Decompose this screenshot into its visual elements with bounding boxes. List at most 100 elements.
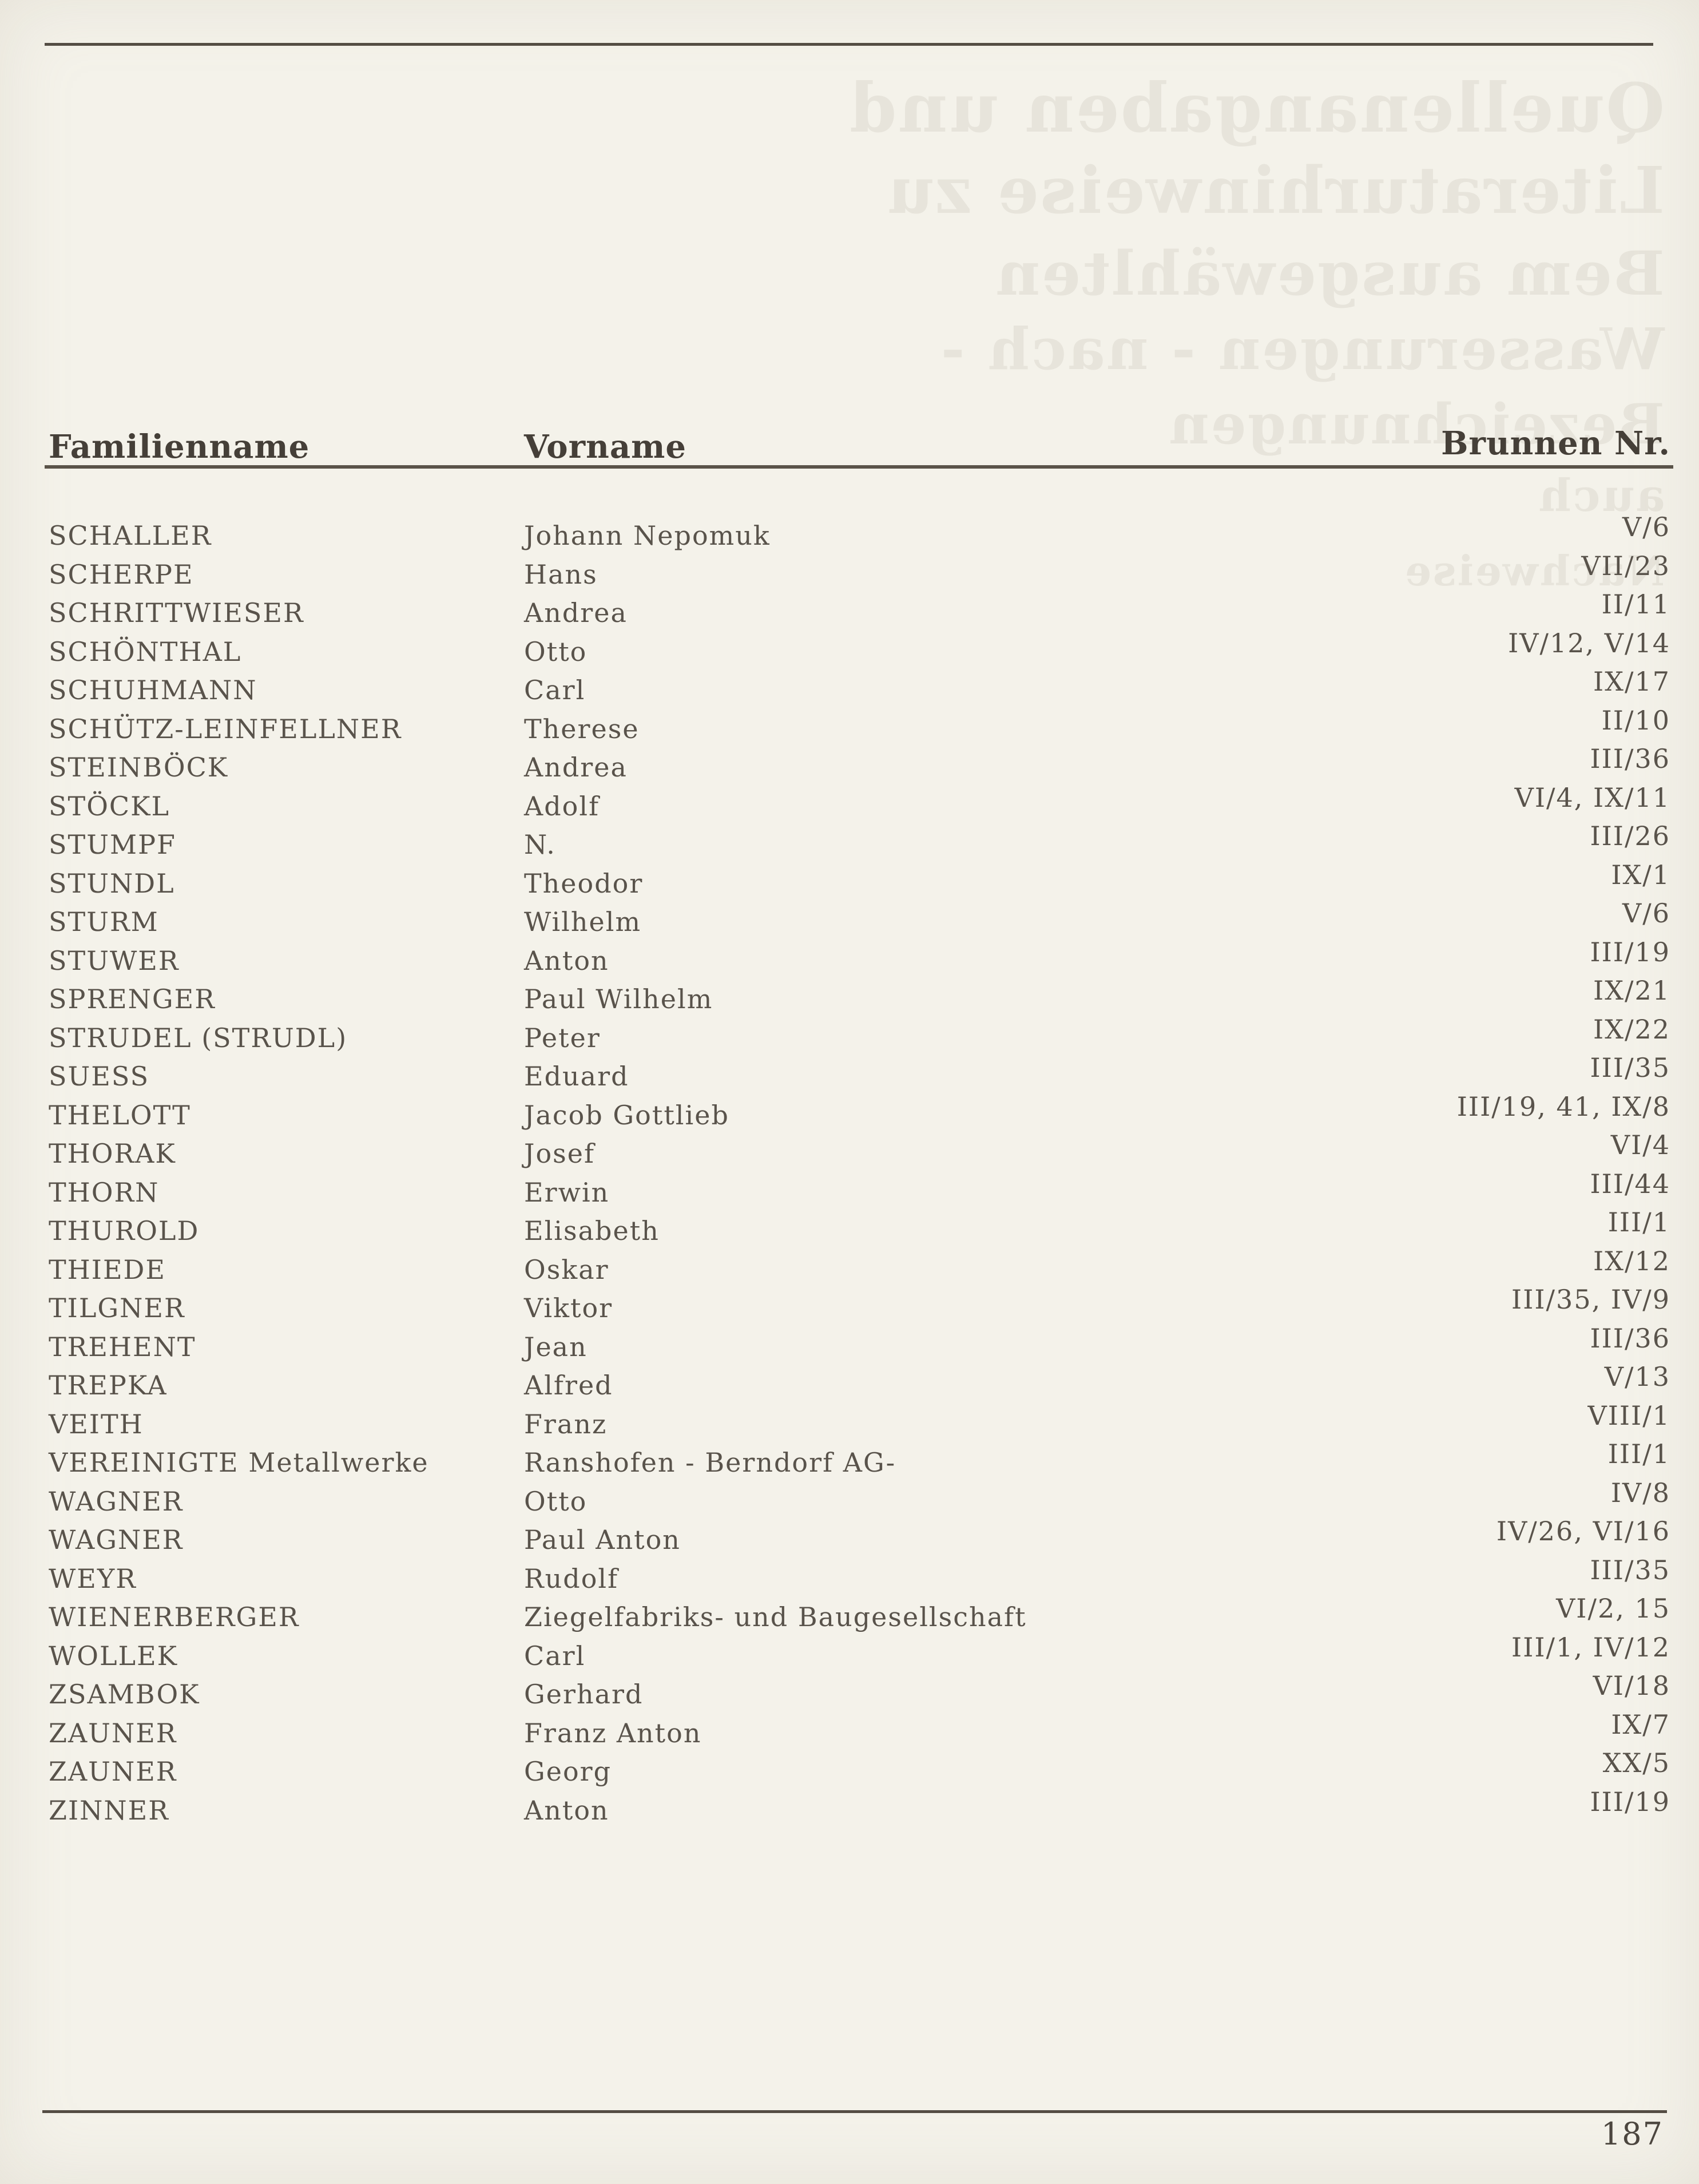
cell-vorname: Carl [524,675,586,705]
cell-vorname: Viktor [524,1293,613,1323]
cell-brunnen-nr: VI/4, IX/11 [1514,782,1670,813]
table-row: STUNDL Theodor IX/1 [49,859,1670,903]
header-rule [45,465,1673,469]
table-row: SCHÜTZ-LEINFELLNER Therese II/10 [49,704,1670,749]
table-row: STURM Wilhelm V/6 [49,898,1670,942]
cell-familienname: SCHRITTWIESER [49,597,304,628]
table-row: THELOTT Jacob Gottlieb III/19, 41, IX/8 [49,1091,1670,1135]
cell-vorname: Otto [524,1485,587,1517]
cell-familienname: VEREINIGTE Metallwerke [49,1447,429,1478]
cell-vorname: Ranshofen - Berndorf AG- [524,1447,896,1478]
cell-brunnen-nr: III/1 [1607,1438,1670,1469]
ghost-line: Wasserungen - nach - [939,315,1665,383]
cell-vorname: Andrea [524,752,628,783]
cell-brunnen-nr: IV/26, VI/16 [1496,1516,1670,1547]
cell-vorname: Hans [524,558,598,590]
ghost-line: Quellenangaben und [848,68,1665,148]
cell-vorname: Anton [524,1794,609,1826]
table-row: THORAK Josef VI/4 [49,1129,1670,1174]
cell-brunnen-nr: II/10 [1601,704,1670,736]
cell-brunnen-nr: V/6 [1622,898,1670,929]
cell-vorname: Paul Anton [524,1524,681,1555]
cell-brunnen-nr: V/13 [1604,1361,1670,1392]
table-row: SPRENGER Paul Wilhelm IX/21 [49,975,1670,1019]
table-row: WAGNER Paul Anton IV/26, VI/16 [49,1516,1670,1560]
page-number: 187 [1601,2116,1664,2152]
table-body: SCHALLER Johann Nepomuk V/6 SCHERPE Hans VII/… [49,512,1670,1830]
cell-vorname: Eduard [524,1061,629,1092]
cell-familienname: STUMPF [49,829,176,860]
column-header-familienname: Familienname [49,428,310,466]
cell-brunnen-nr: VII/23 [1581,550,1670,581]
cell-brunnen-nr: IX/21 [1593,975,1670,1006]
table-row: THUROLD Elisabeth III/1 [49,1207,1670,1251]
table-row: SCHALLER Johann Nepomuk V/6 [49,512,1670,556]
cell-brunnen-nr: III/1 [1607,1207,1670,1238]
table-row: ZAUNER Franz Anton IX/7 [49,1709,1670,1753]
cell-vorname: Adolf [524,790,600,822]
cell-vorname: Wilhelm [524,906,642,937]
cell-familienname: STURM [49,906,159,937]
cell-brunnen-nr: III/35 [1590,1052,1670,1083]
cell-brunnen-nr: III/19 [1590,1786,1670,1817]
cell-brunnen-nr: III/36 [1590,1322,1670,1354]
table-row: WEYR Rudolf III/35 [49,1554,1670,1599]
table-row: SCHRITTWIESER Andrea II/11 [49,589,1670,633]
table-row: THORN Erwin III/44 [49,1168,1670,1212]
column-header-brunnen-nr: Brunnen Nr. [1441,425,1670,462]
cell-brunnen-nr: VI/18 [1593,1670,1670,1701]
cell-vorname: Franz [524,1408,608,1440]
cell-brunnen-nr: III/36 [1590,743,1670,774]
cell-familienname: TREPKA [49,1370,168,1401]
cell-brunnen-nr: III/35 [1590,1554,1670,1586]
cell-vorname: Andrea [524,597,628,628]
cell-brunnen-nr: V/6 [1622,512,1670,542]
cell-vorname: Johann Nepomuk [524,520,771,551]
cell-familienname: SCHÖNTHAL [49,636,242,667]
cell-brunnen-nr: III/19 [1590,936,1670,968]
table-row: WOLLEK Carl III/1, IV/12 [49,1632,1670,1676]
cell-vorname: Rudolf [524,1563,619,1594]
table-row: ZINNER Anton III/19 [49,1786,1670,1830]
cell-familienname: SCHERPE [49,558,194,590]
table-row: WIENERBERGER Ziegelfabriks- und Baugesell… [49,1593,1670,1637]
cell-familienname: WAGNER [49,1485,184,1517]
ghost-line: Literaturhinweise zu [886,153,1665,228]
ghost-line: Bem ausgewählten [994,237,1665,309]
cell-familienname: STRUDEL (STRUDL) [49,1022,348,1053]
cell-vorname: Carl [524,1640,586,1671]
table-row: TILGNER Viktor III/35, IV/9 [49,1284,1670,1328]
cell-brunnen-nr: XX/5 [1602,1747,1670,1778]
top-rule [45,43,1653,46]
table-header-row: Familienname Vorname Brunnen Nr. [49,425,1670,466]
table-row: THIEDE Oskar IX/12 [49,1245,1670,1290]
bottom-rule [42,2110,1667,2113]
cell-brunnen-nr: IX/1 [1611,859,1670,890]
cell-familienname: TREHENT [49,1331,196,1362]
cell-familienname: STEINBÖCK [49,752,229,783]
table-row: STÖCKL Adolf VI/4, IX/11 [49,782,1670,826]
cell-vorname: Therese [524,713,640,744]
cell-brunnen-nr: IV/8 [1610,1477,1670,1508]
cell-familienname: SUESS [49,1061,150,1092]
cell-brunnen-nr: IX/12 [1593,1245,1670,1277]
cell-vorname: Oskar [524,1254,609,1285]
cell-familienname: ZAUNER [49,1717,177,1749]
table-row: ZSAMBOK Gerhard VI/18 [49,1670,1670,1714]
table-row: SCHUHMANN Carl IX/17 [49,666,1670,710]
cell-familienname: THUROLD [49,1215,200,1246]
cell-vorname: Ziegelfabriks- und Baugesellschaft [524,1602,1027,1632]
cell-vorname: Otto [524,636,587,667]
cell-familienname: THORAK [49,1138,176,1169]
cell-familienname: TILGNER [49,1293,185,1323]
cell-familienname: ZSAMBOK [49,1679,200,1710]
table-row: WAGNER Otto IV/8 [49,1477,1670,1521]
cell-familienname: VEITH [49,1408,144,1440]
cell-brunnen-nr: VI/2, 15 [1556,1593,1670,1624]
cell-familienname: THELOTT [49,1099,191,1131]
table-row: SUESS Eduard III/35 [49,1052,1670,1096]
cell-brunnen-nr: IX/22 [1593,1013,1670,1045]
cell-brunnen-nr: VIII/1 [1587,1400,1670,1431]
cell-vorname: Paul Wilhelm [524,984,713,1014]
